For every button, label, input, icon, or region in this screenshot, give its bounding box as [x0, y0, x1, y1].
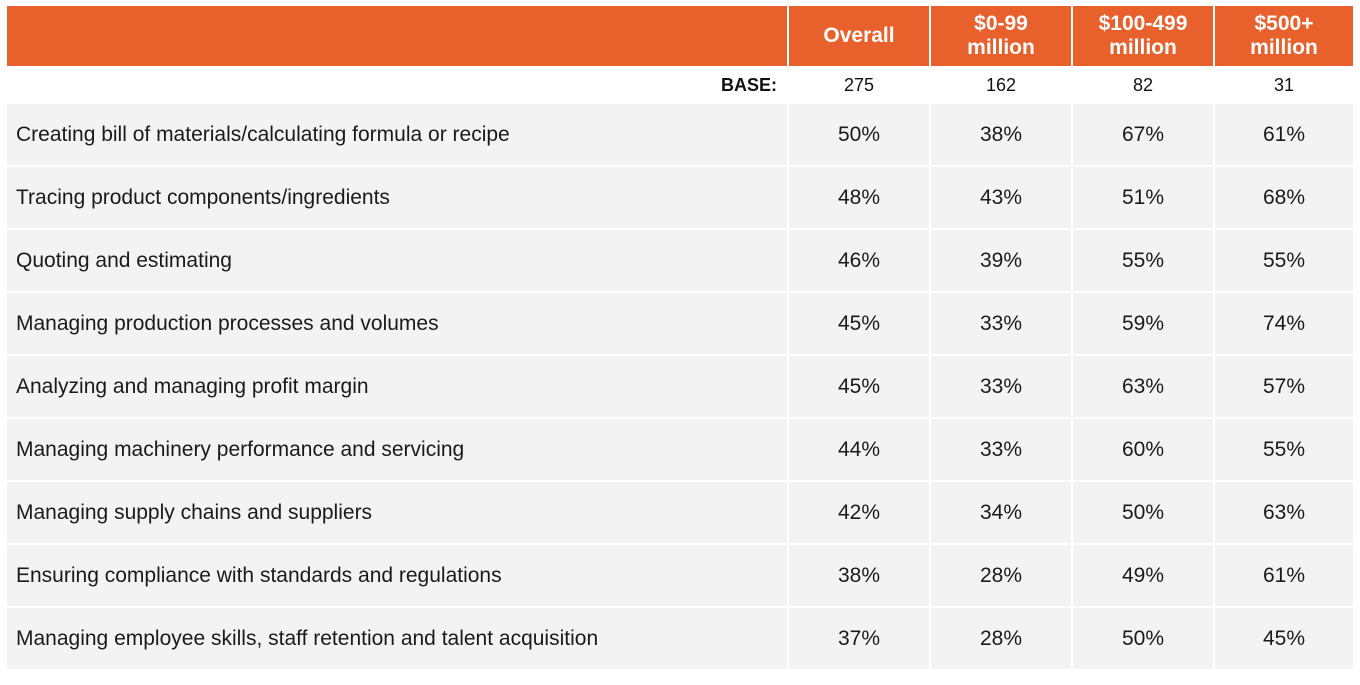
cell-overall: 44%: [789, 419, 929, 480]
cell-0-99-million: 28%: [931, 545, 1071, 606]
cell-500-plus-million: 61%: [1215, 104, 1353, 165]
survey-results-table: Overall $0-99 million $100-499 million $50…: [5, 4, 1355, 671]
cell-overall: 46%: [789, 230, 929, 291]
cell-100-499-million: 63%: [1073, 356, 1213, 417]
cell-overall: 38%: [789, 545, 929, 606]
row-label: Managing machinery performance and servi…: [7, 419, 787, 480]
row-label: Tracing product components/ingredients: [7, 167, 787, 228]
cell-overall: 45%: [789, 293, 929, 354]
row-label: Managing production processes and volume…: [7, 293, 787, 354]
cell-500-plus-million: 45%: [1215, 608, 1353, 669]
row-label: Creating bill of materials/calculating f…: [7, 104, 787, 165]
column-header-100-499-million: $100-499 million: [1073, 6, 1213, 66]
cell-overall: 37%: [789, 608, 929, 669]
cell-0-99-million: 33%: [931, 419, 1071, 480]
cell-overall: 42%: [789, 482, 929, 543]
cell-0-99-million: 33%: [931, 293, 1071, 354]
cell-100-499-million: 49%: [1073, 545, 1213, 606]
cell-overall: 45%: [789, 356, 929, 417]
cell-0-99-million: 34%: [931, 482, 1071, 543]
cell-100-499-million: 51%: [1073, 167, 1213, 228]
table-row: Managing production processes and volume…: [7, 293, 1353, 354]
base-value-0-99-million: 162: [931, 68, 1071, 102]
cell-100-499-million: 59%: [1073, 293, 1213, 354]
table-row: Analyzing and managing profit margin 45% 3…: [7, 356, 1353, 417]
header-row: Overall $0-99 million $100-499 million $50…: [7, 6, 1353, 66]
table-row: Managing machinery performance and servi…: [7, 419, 1353, 480]
table-row: Tracing product components/ingredients 48…: [7, 167, 1353, 228]
header-blank-cell: [7, 6, 787, 66]
cell-100-499-million: 50%: [1073, 608, 1213, 669]
base-label: BASE:: [7, 68, 787, 102]
column-header-500-plus-million: $500+ million: [1215, 6, 1353, 66]
cell-500-plus-million: 74%: [1215, 293, 1353, 354]
cell-500-plus-million: 55%: [1215, 230, 1353, 291]
row-label: Quoting and estimating: [7, 230, 787, 291]
row-label: Analyzing and managing profit margin: [7, 356, 787, 417]
table-body: BASE: 275 162 82 31 Creating bill of mat…: [7, 68, 1353, 669]
base-value-overall: 275: [789, 68, 929, 102]
cell-0-99-million: 28%: [931, 608, 1071, 669]
table-row: Managing supply chains and suppliers 42% 3…: [7, 482, 1353, 543]
row-label: Managing employee skills, staff retentio…: [7, 608, 787, 669]
cell-0-99-million: 43%: [931, 167, 1071, 228]
cell-overall: 48%: [789, 167, 929, 228]
table-row: Creating bill of materials/calculating f…: [7, 104, 1353, 165]
row-label: Managing supply chains and suppliers: [7, 482, 787, 543]
base-value-500-plus-million: 31: [1215, 68, 1353, 102]
table-header: Overall $0-99 million $100-499 million $50…: [7, 6, 1353, 66]
table-row: Quoting and estimating 46% 39% 55% 55%: [7, 230, 1353, 291]
row-label: Ensuring compliance with standards and r…: [7, 545, 787, 606]
cell-500-plus-million: 57%: [1215, 356, 1353, 417]
cell-overall: 50%: [789, 104, 929, 165]
cell-100-499-million: 50%: [1073, 482, 1213, 543]
column-header-overall: Overall: [789, 6, 929, 66]
cell-0-99-million: 38%: [931, 104, 1071, 165]
cell-500-plus-million: 61%: [1215, 545, 1353, 606]
cell-0-99-million: 33%: [931, 356, 1071, 417]
table-row: Managing employee skills, staff retentio…: [7, 608, 1353, 669]
cell-500-plus-million: 68%: [1215, 167, 1353, 228]
base-value-100-499-million: 82: [1073, 68, 1213, 102]
column-header-0-99-million: $0-99 million: [931, 6, 1071, 66]
base-row: BASE: 275 162 82 31: [7, 68, 1353, 102]
cell-500-plus-million: 55%: [1215, 419, 1353, 480]
cell-0-99-million: 39%: [931, 230, 1071, 291]
cell-100-499-million: 60%: [1073, 419, 1213, 480]
cell-500-plus-million: 63%: [1215, 482, 1353, 543]
table-row: Ensuring compliance with standards and r…: [7, 545, 1353, 606]
cell-100-499-million: 55%: [1073, 230, 1213, 291]
cell-100-499-million: 67%: [1073, 104, 1213, 165]
